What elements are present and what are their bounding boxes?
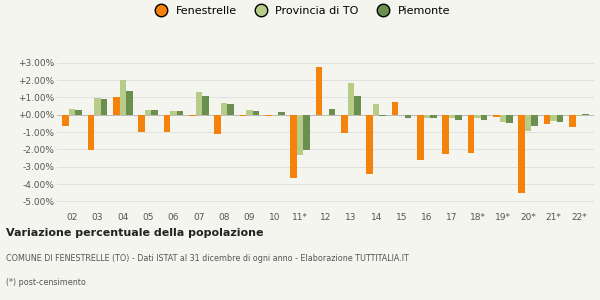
Bar (94, 98, 101, 115)
Bar (544, 115, 550, 124)
Bar (265, 115, 272, 116)
Bar (113, 97, 119, 115)
Bar (532, 115, 538, 127)
Bar (405, 115, 412, 118)
Bar (221, 103, 227, 115)
Bar (139, 115, 145, 132)
Bar (366, 115, 373, 174)
Bar (316, 67, 322, 115)
Bar (290, 115, 297, 178)
Bar (76, 110, 82, 115)
Bar (525, 115, 532, 131)
Text: Variazione percentuale della popolazione: Variazione percentuale della popolazione (6, 227, 263, 238)
Bar (126, 91, 133, 115)
Bar (442, 115, 449, 154)
Bar (582, 114, 589, 115)
Bar (329, 110, 335, 115)
Legend: Fenestrelle, Provincia di TO, Piemonte: Fenestrelle, Provincia di TO, Piemonte (150, 6, 450, 16)
Bar (170, 111, 177, 115)
Bar (506, 115, 512, 123)
Bar (297, 115, 304, 155)
Bar (151, 110, 158, 115)
Bar (569, 115, 575, 127)
Bar (214, 115, 221, 134)
Bar (145, 110, 151, 115)
Bar (467, 115, 474, 153)
Bar (550, 115, 557, 121)
Bar (304, 115, 310, 150)
Bar (189, 115, 196, 116)
Text: (*) post-censimento: (*) post-censimento (6, 278, 86, 287)
Bar (500, 115, 506, 122)
Bar (119, 80, 126, 115)
Bar (347, 82, 354, 115)
Bar (101, 99, 107, 115)
Bar (373, 104, 379, 115)
Bar (557, 115, 563, 122)
Bar (88, 115, 94, 150)
Bar (177, 111, 184, 115)
Bar (518, 115, 525, 193)
Bar (227, 104, 234, 115)
Bar (430, 115, 437, 118)
Bar (474, 115, 481, 118)
Bar (424, 115, 430, 118)
Bar (246, 110, 253, 115)
Bar (62, 115, 69, 126)
Bar (196, 92, 202, 115)
Bar (202, 96, 209, 115)
Bar (449, 115, 455, 119)
Bar (341, 115, 347, 133)
Bar (575, 115, 582, 116)
Bar (69, 109, 76, 115)
Bar (322, 115, 329, 116)
Bar (239, 115, 246, 116)
Bar (379, 115, 386, 116)
Bar (392, 102, 398, 115)
Bar (354, 96, 361, 115)
Bar (164, 115, 170, 132)
Bar (278, 112, 285, 115)
Bar (272, 115, 278, 116)
Bar (493, 115, 500, 117)
Bar (455, 115, 462, 119)
Bar (481, 115, 487, 120)
Text: COMUNE DI FENESTRELLE (TO) - Dati ISTAT al 31 dicembre di ogni anno - Elaborazio: COMUNE DI FENESTRELLE (TO) - Dati ISTAT … (6, 254, 409, 263)
Bar (253, 110, 259, 115)
Bar (417, 115, 424, 160)
